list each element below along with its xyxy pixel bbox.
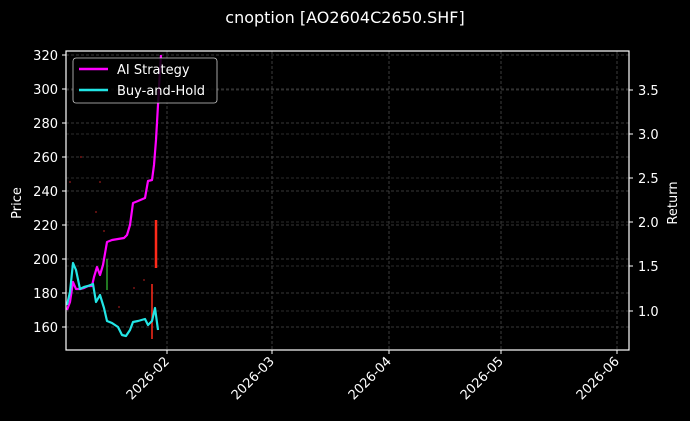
grid-horizontal-right bbox=[66, 89, 629, 312]
x-axis-ticks bbox=[166, 350, 618, 354]
grid-vertical bbox=[166, 51, 618, 350]
left-tick-label: 160 bbox=[33, 321, 58, 336]
x-tick-label: 2026-06 bbox=[574, 354, 623, 403]
left-tick-label: 320 bbox=[33, 49, 58, 64]
legend-label-buy-and-hold: Buy-and-Hold bbox=[117, 84, 205, 99]
x-tick-label: 2026-04 bbox=[346, 354, 395, 403]
x-tick-label: 2026-02 bbox=[124, 354, 173, 403]
right-tick-label: 1.5 bbox=[638, 260, 659, 275]
left-tick-label: 280 bbox=[33, 117, 58, 132]
right-axis-ticks bbox=[629, 89, 633, 312]
left-tick-label: 300 bbox=[33, 83, 58, 98]
right-tick-label: 1.0 bbox=[638, 305, 659, 320]
left-tick-label: 240 bbox=[33, 185, 58, 200]
right-axis-labels: 3.5 3.0 2.5 2.0 1.5 1.0 bbox=[638, 84, 659, 320]
x-tick-label: 2026-05 bbox=[458, 354, 507, 403]
right-tick-label: 3.5 bbox=[638, 84, 659, 99]
legend: AI Strategy Buy-and-Hold bbox=[72, 57, 218, 104]
candles bbox=[106, 220, 158, 339]
left-tick-label: 180 bbox=[33, 287, 58, 302]
legend-box bbox=[72, 57, 218, 104]
right-tick-label: 2.0 bbox=[638, 216, 659, 231]
left-axis-labels: 320 300 280 260 240 220 200 180 160 bbox=[33, 49, 58, 336]
chart-title: cnoption [AO2604C2650.SHF] bbox=[225, 8, 465, 27]
series-buy-and-hold bbox=[65, 261, 160, 338]
left-tick-label: 220 bbox=[33, 219, 58, 234]
left-axis-label: Price bbox=[10, 187, 25, 219]
plot-frame bbox=[65, 50, 630, 351]
legend-label-ai-strategy: AI Strategy bbox=[117, 63, 190, 78]
candle-markers-faint bbox=[69, 156, 145, 308]
right-tick-label: 2.5 bbox=[638, 172, 659, 187]
left-axis-ticks bbox=[62, 54, 66, 328]
grid-horizontal-left bbox=[66, 54, 629, 328]
x-axis-labels: 2026-02 2026-03 2026-04 2026-05 2026-06 bbox=[124, 354, 623, 403]
left-tick-label: 200 bbox=[33, 253, 58, 268]
left-tick-label: 260 bbox=[33, 151, 58, 166]
x-tick-label: 2026-03 bbox=[229, 354, 278, 403]
right-axis-label: Return bbox=[666, 181, 681, 224]
right-tick-label: 3.0 bbox=[638, 128, 659, 143]
